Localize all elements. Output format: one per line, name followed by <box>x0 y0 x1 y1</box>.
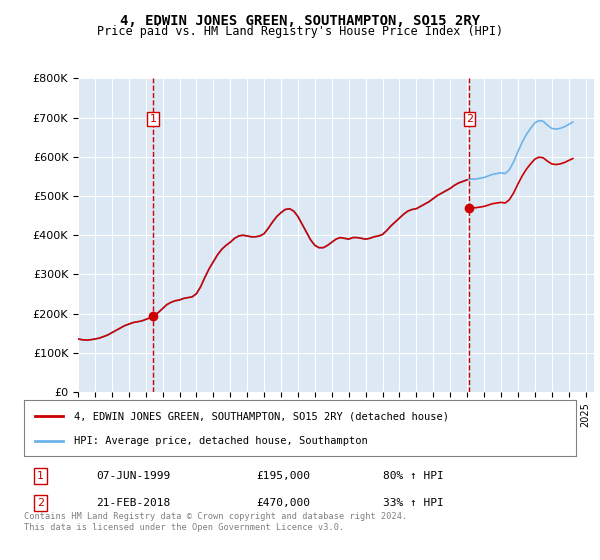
Text: 80% ↑ HPI: 80% ↑ HPI <box>383 471 443 481</box>
Text: £470,000: £470,000 <box>256 498 310 508</box>
Text: 21-FEB-2018: 21-FEB-2018 <box>96 498 170 508</box>
Text: 2: 2 <box>466 114 473 124</box>
Text: Contains HM Land Registry data © Crown copyright and database right 2024.
This d: Contains HM Land Registry data © Crown c… <box>24 512 407 532</box>
Text: Price paid vs. HM Land Registry's House Price Index (HPI): Price paid vs. HM Land Registry's House … <box>97 25 503 38</box>
Text: 4, EDWIN JONES GREEN, SOUTHAMPTON, SO15 2RY (detached house): 4, EDWIN JONES GREEN, SOUTHAMPTON, SO15 … <box>74 411 449 421</box>
Text: 2: 2 <box>37 498 44 508</box>
Text: 1: 1 <box>37 471 44 481</box>
Text: 1: 1 <box>149 114 157 124</box>
Text: 07-JUN-1999: 07-JUN-1999 <box>96 471 170 481</box>
Text: 33% ↑ HPI: 33% ↑ HPI <box>383 498 443 508</box>
Text: 4, EDWIN JONES GREEN, SOUTHAMPTON, SO15 2RY: 4, EDWIN JONES GREEN, SOUTHAMPTON, SO15 … <box>120 14 480 28</box>
Text: £195,000: £195,000 <box>256 471 310 481</box>
Text: HPI: Average price, detached house, Southampton: HPI: Average price, detached house, Sout… <box>74 436 367 446</box>
